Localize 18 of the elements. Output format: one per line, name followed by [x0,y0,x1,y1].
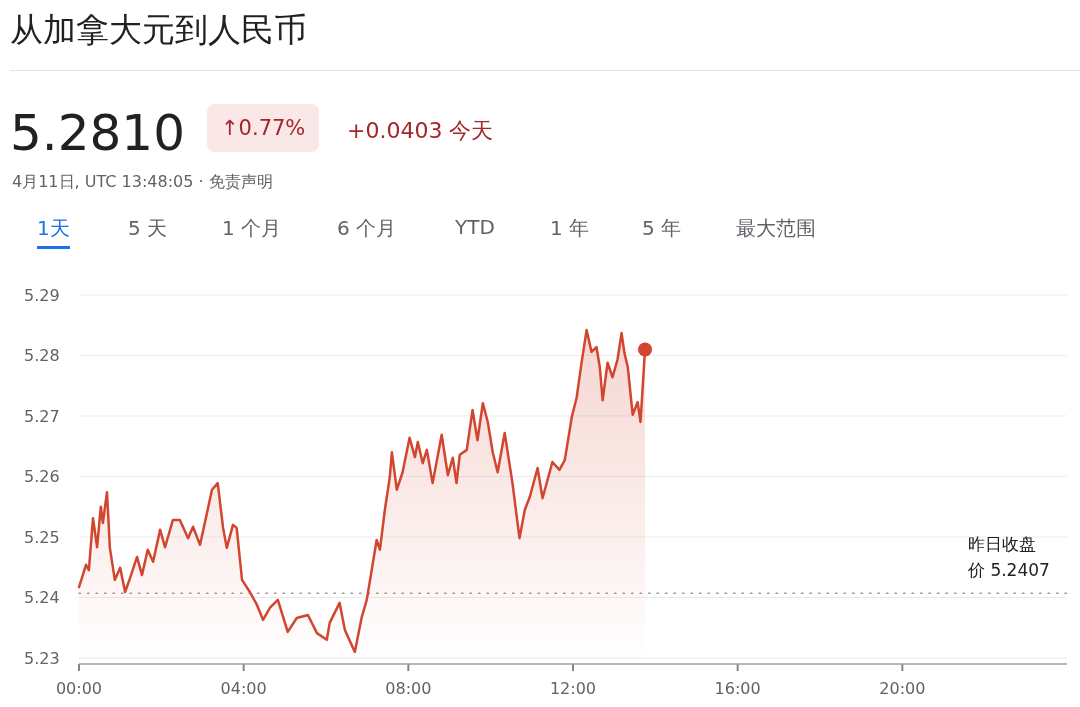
x-tick-label: 20:00 [879,679,926,698]
annotation: +0.0403 今天 [347,117,494,145]
title: 从加拿大元到人民币 [10,9,307,51]
y-tick-label: 5.28 [24,346,60,366]
x-tick-label: 12:00 [549,679,597,698]
y-tick-label: 5.27 [24,406,60,426]
y-tick-label: 5.23 [24,648,60,668]
x-tick-label: 16:00 [714,679,761,698]
y-tick-label: 5.29 [24,286,60,305]
y-tick-label: 5.24 [24,588,60,608]
annotation: 4月11日, UTC 13:48:05 · 免责声明 [12,172,273,193]
annotation: 5.2810 [10,104,185,162]
x-tick-label: 08:00 [385,679,432,698]
x-tick-label: 04:00 [220,679,267,698]
y-tick-label: 5.25 [24,527,60,547]
annotation: ↑0.77% [207,104,320,152]
y-tick-label: 5.26 [24,467,60,487]
x-tick-label: 00:00 [55,679,103,698]
